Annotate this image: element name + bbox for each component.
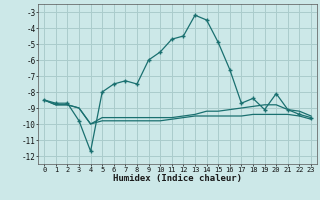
X-axis label: Humidex (Indice chaleur): Humidex (Indice chaleur) xyxy=(113,174,242,183)
